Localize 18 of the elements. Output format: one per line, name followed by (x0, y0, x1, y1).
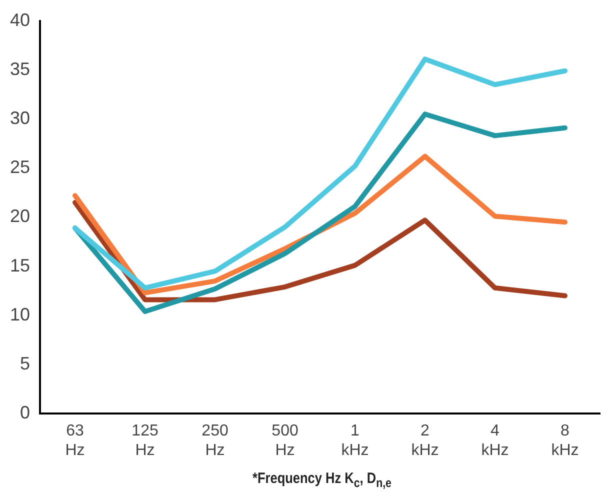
x-axis-title: *Frequency Hz K$_{c}$, D$_{n,e}$ (252, 470, 392, 490)
y-tick-label: 40 (10, 10, 30, 30)
x-tick-label: 63 Hz (65, 422, 85, 459)
y-tick-label: 15 (10, 255, 30, 276)
x-tick-label: 1 kHz (341, 422, 369, 459)
y-tick-label: 10 (10, 304, 30, 324)
y-tick-label: 35 (10, 58, 30, 79)
x-tick-label: 8 kHz (551, 422, 579, 459)
x-tick-label: 4 kHz (481, 422, 509, 459)
y-tick-label: 25 (10, 157, 30, 178)
y-tick-label: 30 (10, 108, 30, 128)
y-tick-label: 5 (20, 353, 30, 374)
y-tick-label: 20 (10, 206, 30, 226)
y-tick-label: 0 (20, 402, 30, 423)
x-tick-label: 2 kHz (411, 422, 439, 459)
x-tick-label: 125 Hz (132, 422, 158, 459)
x-tick-label: 500 Hz (272, 422, 298, 459)
x-tick-label: 250 Hz (202, 422, 228, 459)
